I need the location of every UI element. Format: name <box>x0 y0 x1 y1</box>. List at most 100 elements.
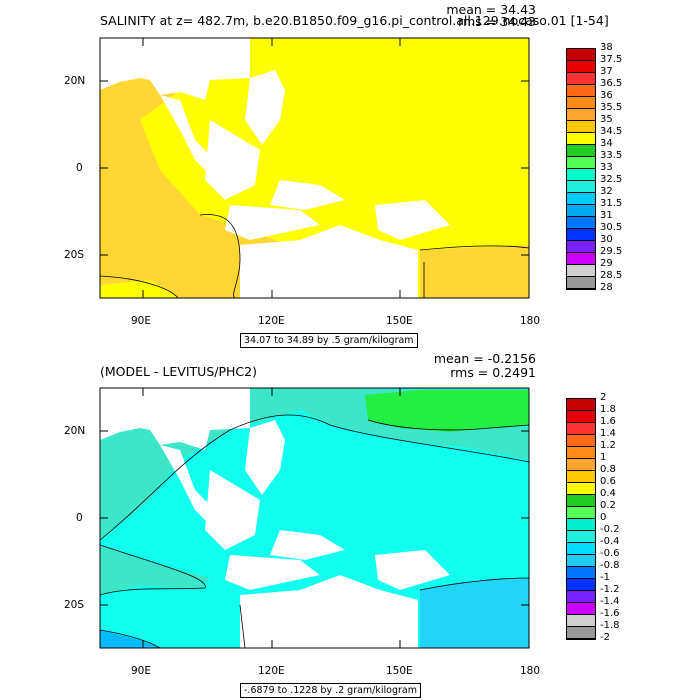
panel2-land-sulawesi <box>270 530 345 560</box>
colorbar-swatch <box>567 157 595 169</box>
colorbar-label: 31 <box>600 210 613 221</box>
colorbar-swatch <box>567 411 595 423</box>
panel2-rms: rms = 0.2491 <box>450 365 536 380</box>
colorbar-swatch <box>567 567 595 579</box>
colorbar-swatch <box>567 603 595 615</box>
colorbar-swatch <box>567 73 595 85</box>
colorbar-label: -0.4 <box>600 536 620 547</box>
panel2-teal-west <box>100 545 210 595</box>
colorbar-swatch <box>567 49 595 61</box>
panel2-land-java <box>225 555 320 590</box>
panel2-land-australia <box>240 575 418 648</box>
colorbar-label: -1 <box>600 572 610 583</box>
colorbar-label: 1.6 <box>600 416 616 427</box>
colorbar-label: -1.4 <box>600 596 620 607</box>
colorbar-label: 29 <box>600 258 613 269</box>
panel2-land-asia <box>100 388 250 450</box>
panel2-lat-tick: 20N <box>64 425 86 437</box>
panel2-lon-tick: 180 <box>520 665 541 677</box>
colorbar-swatch <box>567 507 595 519</box>
colorbar-label: 37.5 <box>600 54 623 65</box>
panel1-title: SALINITY at z= 482.7m, b.e20.B1850.f09_g… <box>100 13 609 28</box>
panel1-contour <box>199 214 241 299</box>
panel1-rms: rms = 34.43 <box>458 14 536 29</box>
panel1-contour <box>99 275 179 299</box>
panel1-lat-tick: 0 <box>76 162 83 174</box>
panel1-land-sulawesi <box>270 180 345 210</box>
panel2-lon-tick: 120E <box>258 665 285 677</box>
colorbar-swatch <box>567 229 595 241</box>
colorbar-swatch <box>567 109 595 121</box>
colorbar-label: 37 <box>600 66 613 77</box>
colorbar-swatch <box>567 145 595 157</box>
colorbar-swatch <box>567 181 595 193</box>
panel2-contour <box>239 604 246 649</box>
panel1-land-borneo <box>205 120 260 200</box>
panel1-lon-tick: 90E <box>131 315 151 327</box>
colorbar-label: 0.4 <box>600 488 616 499</box>
colorbar-label: -0.2 <box>600 524 620 535</box>
panel1-lon-tick: 180 <box>520 315 541 327</box>
panel1-lat-tick: 20N <box>64 75 86 87</box>
colorbar-label: 1.4 <box>600 428 616 439</box>
colorbar-label: 32 <box>600 186 613 197</box>
colorbar-label: -1.6 <box>600 608 620 619</box>
colorbar-swatch <box>567 543 595 555</box>
colorbar-label: 33 <box>600 162 613 173</box>
colorbar-label: 28 <box>600 282 613 293</box>
colorbar-swatch <box>567 591 595 603</box>
panel1-mean: mean = 34.43 <box>446 2 536 17</box>
colorbar-label: 30 <box>600 234 613 245</box>
colorbar-label: 34.5 <box>600 126 623 137</box>
panel2-blue-sw <box>100 630 160 648</box>
panel2-contour <box>99 414 530 541</box>
colorbar-label: 38 <box>600 42 613 53</box>
colorbar-label: 0.8 <box>600 464 616 475</box>
panel1-land-java <box>225 205 320 240</box>
colorbar-swatch <box>567 265 595 277</box>
panel1-yellow-sw <box>100 280 180 298</box>
panel2-mean: mean = -0.2156 <box>433 351 536 366</box>
colorbar-label: 36.5 <box>600 78 623 89</box>
panel2-land-philippines <box>245 420 285 495</box>
colorbar-swatch <box>567 531 595 543</box>
colorbar-swatch <box>567 471 595 483</box>
colorbar-swatch <box>567 277 595 289</box>
panel2-land-newguinea <box>375 550 450 590</box>
colorbar-swatch <box>567 555 595 567</box>
colorbar-label: 29.5 <box>600 246 623 257</box>
colorbar-swatch <box>567 399 595 411</box>
colorbar-label: 34 <box>600 138 613 149</box>
panel2-lon-tick: 90E <box>131 665 151 677</box>
colorbar-swatch <box>567 435 595 447</box>
colorbar-swatch <box>567 459 595 471</box>
colorbar-swatch <box>567 579 595 591</box>
colorbar-swatch <box>567 97 595 109</box>
colorbar-label: 35 <box>600 114 613 125</box>
panel1-contour <box>419 245 530 251</box>
panel1-lon-tick: 120E <box>258 315 285 327</box>
colorbar-swatch <box>567 495 595 507</box>
colorbar-label: 1.2 <box>600 440 616 451</box>
panel2-lon-tick: 150E <box>386 665 413 677</box>
colorbar-label: 33.5 <box>600 150 623 161</box>
colorbar-label: -1.8 <box>600 620 620 631</box>
colorbar-swatch <box>567 447 595 459</box>
panel1-map <box>99 37 530 299</box>
colorbar-swatch <box>567 133 595 145</box>
panel2-ticks <box>100 388 529 648</box>
panel1-yellow-region <box>140 38 529 298</box>
panel1-colorbar-swatches <box>566 48 596 290</box>
colorbar-swatch <box>567 253 595 265</box>
colorbar-swatch <box>567 85 595 97</box>
colorbar-label: 0.2 <box>600 500 616 511</box>
colorbar-label: 1 <box>600 452 607 463</box>
colorbar-label: -0.8 <box>600 560 620 571</box>
colorbar-swatch <box>567 61 595 73</box>
colorbar-label: 0 <box>600 512 607 523</box>
colorbar-swatch <box>567 615 595 627</box>
panel1-land-australia <box>240 225 418 298</box>
panel2-title: (MODEL - LEVITUS/PHC2) <box>100 364 257 379</box>
panel2-contour <box>99 544 206 596</box>
colorbar-label: 0.6 <box>600 476 616 487</box>
